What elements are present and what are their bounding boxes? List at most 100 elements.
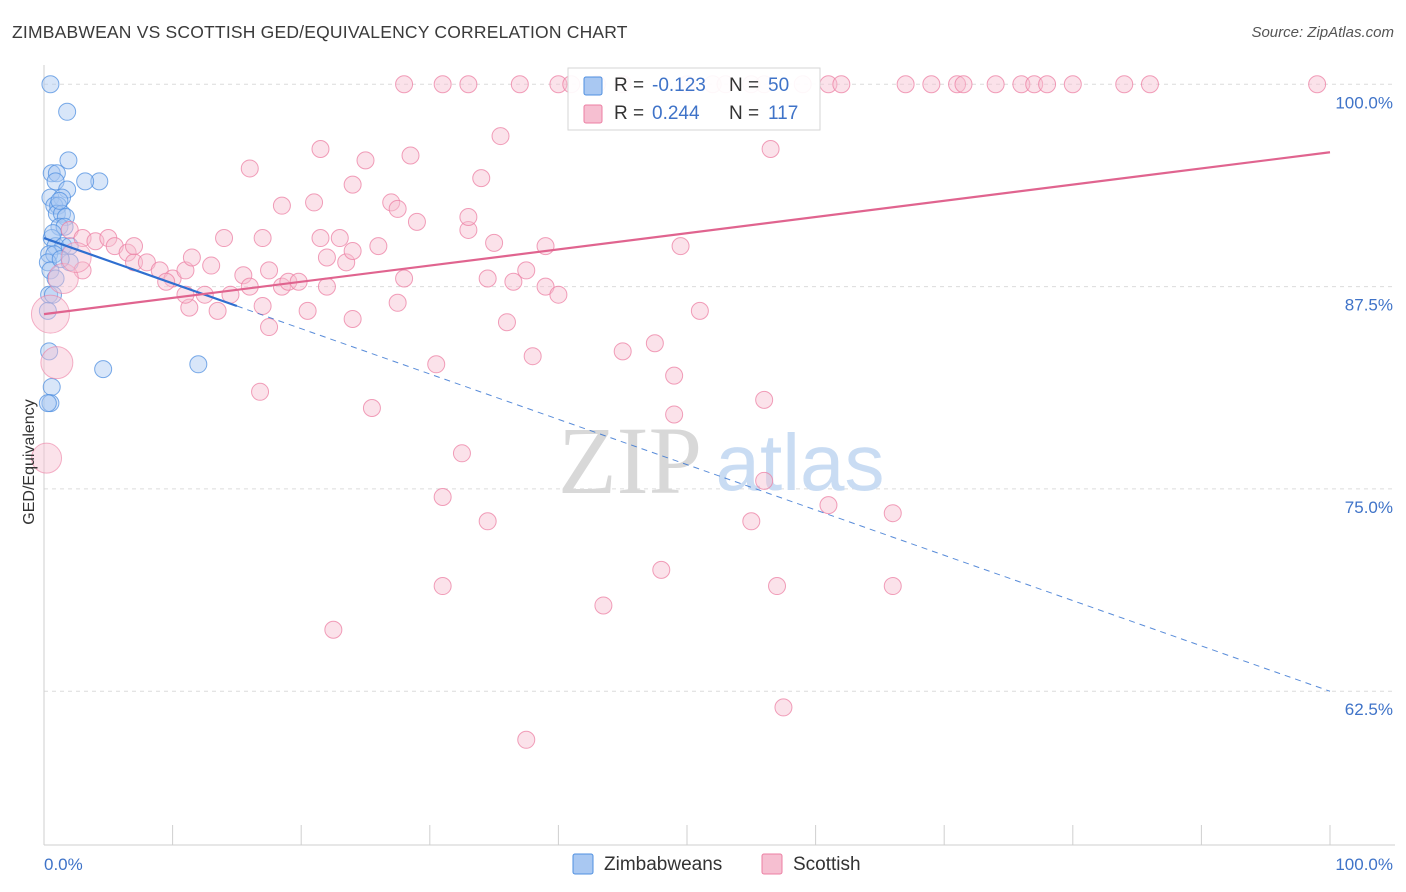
zimbabweans-point: [94, 360, 113, 379]
scottish-point: [645, 334, 664, 353]
zimbabweans-point: [76, 172, 95, 191]
scottish-point: [1115, 75, 1134, 94]
scottish-point: [253, 229, 272, 248]
scottish-point: [240, 159, 259, 178]
scottish-point: [433, 75, 452, 94]
scottish-point: [459, 208, 478, 226]
legend-r-label: R =: [614, 75, 644, 96]
scottish-point: [478, 512, 497, 531]
scottish-point: [459, 220, 478, 239]
scottish-point: [251, 382, 270, 401]
scottish-point: [324, 620, 343, 639]
watermark-zip: ZIP: [558, 407, 702, 514]
scottish-point: [510, 75, 529, 94]
y-tick-label: 87.5%: [1345, 296, 1393, 315]
scottish-point: [253, 297, 272, 316]
scottish-bottom-swatch: [761, 853, 783, 875]
scottish-point: [337, 253, 356, 272]
scottish-point: [311, 229, 330, 248]
scottish-point: [118, 243, 137, 262]
zimbabweans-point: [44, 285, 63, 304]
scottish-point: [671, 237, 690, 256]
scottish-point: [665, 405, 684, 424]
legend-r-value: 0.244: [652, 103, 700, 124]
legend: R = -0.123 N = 50 R = 0.244 N = 117: [567, 67, 821, 131]
scottish-point: [478, 269, 497, 288]
zimbabweans-point: [38, 301, 57, 320]
scottish-point: [819, 496, 838, 515]
zimbabweans-point: [58, 102, 77, 121]
scottish-point: [594, 596, 613, 615]
scottish-point: [549, 285, 568, 304]
scottish-point: [485, 233, 504, 252]
y-tick-label: 75.0%: [1345, 498, 1393, 517]
source-label: Source: ZipAtlas.com: [1251, 24, 1394, 41]
scottish-point: [202, 256, 221, 275]
scottish-point: [182, 248, 201, 267]
scottish-trend-line: [43, 151, 1331, 316]
scottish-point: [491, 127, 510, 146]
scottish-point: [40, 346, 74, 380]
watermark: ZIP atlas: [558, 407, 884, 514]
trend-lines: [43, 151, 1331, 692]
scottish-point: [517, 730, 536, 749]
scottish-point: [1025, 75, 1044, 94]
scottish-point: [1140, 75, 1159, 94]
bottom-legend: Zimbabweans Scottish: [572, 853, 861, 875]
zimbabweans-point: [189, 355, 208, 374]
scottish-point: [343, 175, 362, 194]
scottish-point: [272, 196, 291, 215]
scottish-point: [1038, 75, 1057, 94]
zimbabweans-point: [42, 377, 61, 396]
scottish-point: [73, 261, 92, 280]
x-tick-label: 100.0%: [1335, 855, 1393, 874]
scottish-point: [369, 237, 388, 256]
zimbabweans-bottom-label: Zimbabweans: [604, 854, 722, 875]
y-axis-label: GED/Equivalency: [21, 399, 38, 524]
legend-n-value: 117: [768, 103, 798, 124]
scottish-point: [407, 212, 426, 231]
scottish-point: [755, 390, 774, 409]
scottish-point: [234, 266, 253, 285]
scottish-point: [948, 75, 967, 94]
legend-box: [567, 67, 821, 131]
zimbabweans-point: [41, 75, 60, 94]
zimbabweans-point: [59, 151, 78, 170]
scottish-point: [362, 398, 381, 417]
scottish-point: [523, 347, 542, 366]
scottish-point: [549, 75, 568, 94]
scottish-point: [883, 577, 902, 596]
scottish-point: [343, 309, 362, 328]
legend-n-label: N =: [729, 103, 759, 124]
scottish-point: [317, 277, 336, 296]
scottish-point: [755, 471, 774, 490]
scottish-point: [452, 444, 471, 463]
scottish-point: [343, 241, 362, 260]
scottish-point: [768, 577, 787, 596]
scottish-point: [382, 193, 401, 212]
scottish-point: [883, 504, 902, 523]
scottish-point: [742, 512, 761, 531]
scottish-legend-swatch: [583, 104, 603, 124]
zimbabweans-legend-swatch: [583, 76, 603, 96]
zimbabweans-point: [55, 217, 74, 236]
scottish-point: [1012, 75, 1031, 94]
scottish-point: [395, 75, 414, 94]
scottish-point: [1063, 75, 1082, 94]
scottish-point: [896, 75, 915, 94]
scottish-point: [433, 577, 452, 596]
zimbabweans-point: [50, 191, 69, 210]
y-tick-label: 100.0%: [1335, 93, 1393, 112]
y-tick-label: 62.5%: [1345, 700, 1393, 719]
zimbabweans-bottom-swatch: [572, 853, 594, 875]
scottish-point: [665, 366, 684, 385]
scottish-point: [427, 355, 446, 374]
legend-r-label: R =: [614, 103, 644, 124]
scottish-point: [330, 229, 349, 248]
scottish-point: [388, 199, 407, 218]
scottish-point: [215, 229, 234, 248]
scottish-point: [395, 269, 414, 288]
scottish-point: [652, 560, 671, 579]
scottish-point: [613, 342, 632, 361]
